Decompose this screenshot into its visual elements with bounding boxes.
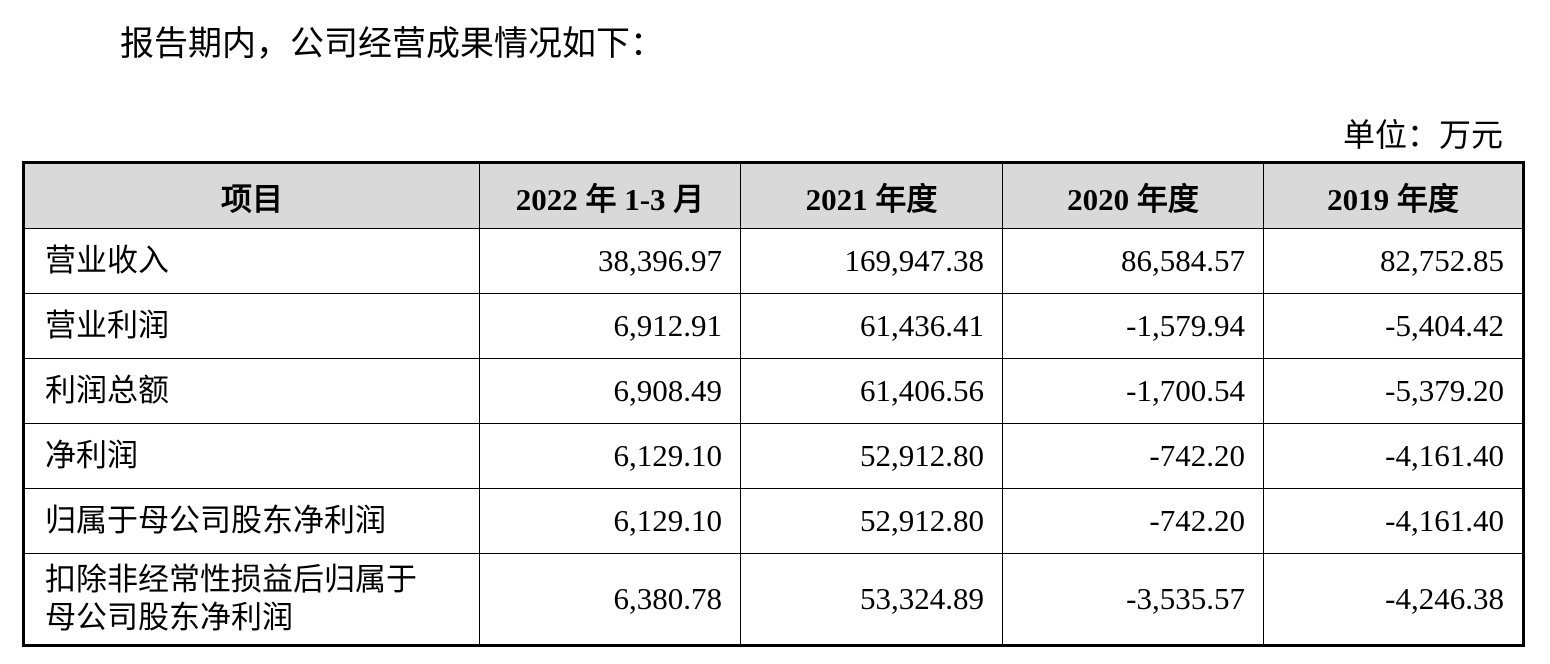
value-cell: 52,912.80 bbox=[740, 423, 1003, 489]
header-cell: 2022 年 1-3 月 bbox=[479, 162, 741, 229]
row-label: 净利润 bbox=[23, 423, 480, 489]
value-cell: 61,436.41 bbox=[740, 293, 1003, 359]
row-label: 利润总额 bbox=[23, 358, 480, 424]
value-cell: -1,579.94 bbox=[1002, 293, 1264, 359]
row-label: 扣除非经常性损益后归属于母公司股东净利润 bbox=[23, 553, 480, 646]
value-cell: 53,324.89 bbox=[740, 553, 1003, 646]
value-cell: 6,129.10 bbox=[479, 423, 741, 489]
value-cell: 6,129.10 bbox=[479, 488, 741, 554]
value-cell: -742.20 bbox=[1002, 488, 1264, 554]
value-cell: 86,584.57 bbox=[1002, 228, 1264, 294]
value-cell: 6,908.49 bbox=[479, 358, 741, 424]
table-row: 扣除非经常性损益后归属于母公司股东净利润 6,380.78 53,324.89 -3,… bbox=[23, 553, 1524, 646]
header-cell: 2019 年度 bbox=[1263, 162, 1524, 229]
value-cell: -5,404.42 bbox=[1263, 293, 1524, 359]
header-cell: 2021 年度 bbox=[740, 162, 1003, 229]
table-body: 营业收入 38,396.97 169,947.38 86,584.57 82,752.8… bbox=[23, 228, 1524, 646]
value-cell: 61,406.56 bbox=[740, 358, 1003, 424]
header-cell: 项目 bbox=[23, 162, 480, 229]
value-cell: -742.20 bbox=[1002, 423, 1264, 489]
unit-label: 单位：万元 bbox=[1342, 117, 1503, 153]
row-label: 归属于母公司股东净利润 bbox=[23, 488, 480, 554]
table-row: 净利润 6,129.10 52,912.80 -742.20 -4,161.40 bbox=[23, 423, 1524, 489]
value-cell: 169,947.38 bbox=[740, 228, 1003, 294]
value-cell: 82,752.85 bbox=[1263, 228, 1524, 294]
value-cell: 38,396.97 bbox=[479, 228, 741, 294]
value-cell: 6,380.78 bbox=[479, 553, 741, 646]
table-row: 归属于母公司股东净利润 6,129.10 52,912.80 -742.20 -4,16… bbox=[23, 488, 1524, 554]
table-row: 营业收入 38,396.97 169,947.38 86,584.57 82,752.8… bbox=[23, 228, 1524, 294]
value-cell: -5,379.20 bbox=[1263, 358, 1524, 424]
value-cell: -4,246.38 bbox=[1263, 553, 1524, 646]
value-cell: -4,161.40 bbox=[1263, 423, 1524, 489]
results-table: 项目 2022 年 1-3 月 2021 年度 2020 年度 2019 年度 营业收入… bbox=[22, 161, 1525, 647]
header-cell: 2020 年度 bbox=[1002, 162, 1264, 229]
value-cell: -1,700.54 bbox=[1002, 358, 1264, 424]
value-cell: 6,912.91 bbox=[479, 293, 741, 359]
row-label: 营业收入 bbox=[23, 228, 480, 294]
value-cell: -3,535.57 bbox=[1002, 553, 1264, 646]
table-head: 项目 2022 年 1-3 月 2021 年度 2020 年度 2019 年度 bbox=[23, 162, 1524, 229]
row-label: 营业利润 bbox=[23, 293, 480, 359]
table-row: 利润总额 6,908.49 61,406.56 -1,700.54 -5,379.20 bbox=[23, 358, 1524, 424]
table-row: 营业利润 6,912.91 61,436.41 -1,579.94 -5,404.42 bbox=[23, 293, 1524, 359]
header-row: 项目 2022 年 1-3 月 2021 年度 2020 年度 2019 年度 bbox=[23, 162, 1524, 229]
value-cell: 52,912.80 bbox=[740, 488, 1003, 554]
value-cell: -4,161.40 bbox=[1263, 488, 1524, 554]
intro-text: 报告期内，公司经营成果情况如下： bbox=[120, 26, 664, 63]
